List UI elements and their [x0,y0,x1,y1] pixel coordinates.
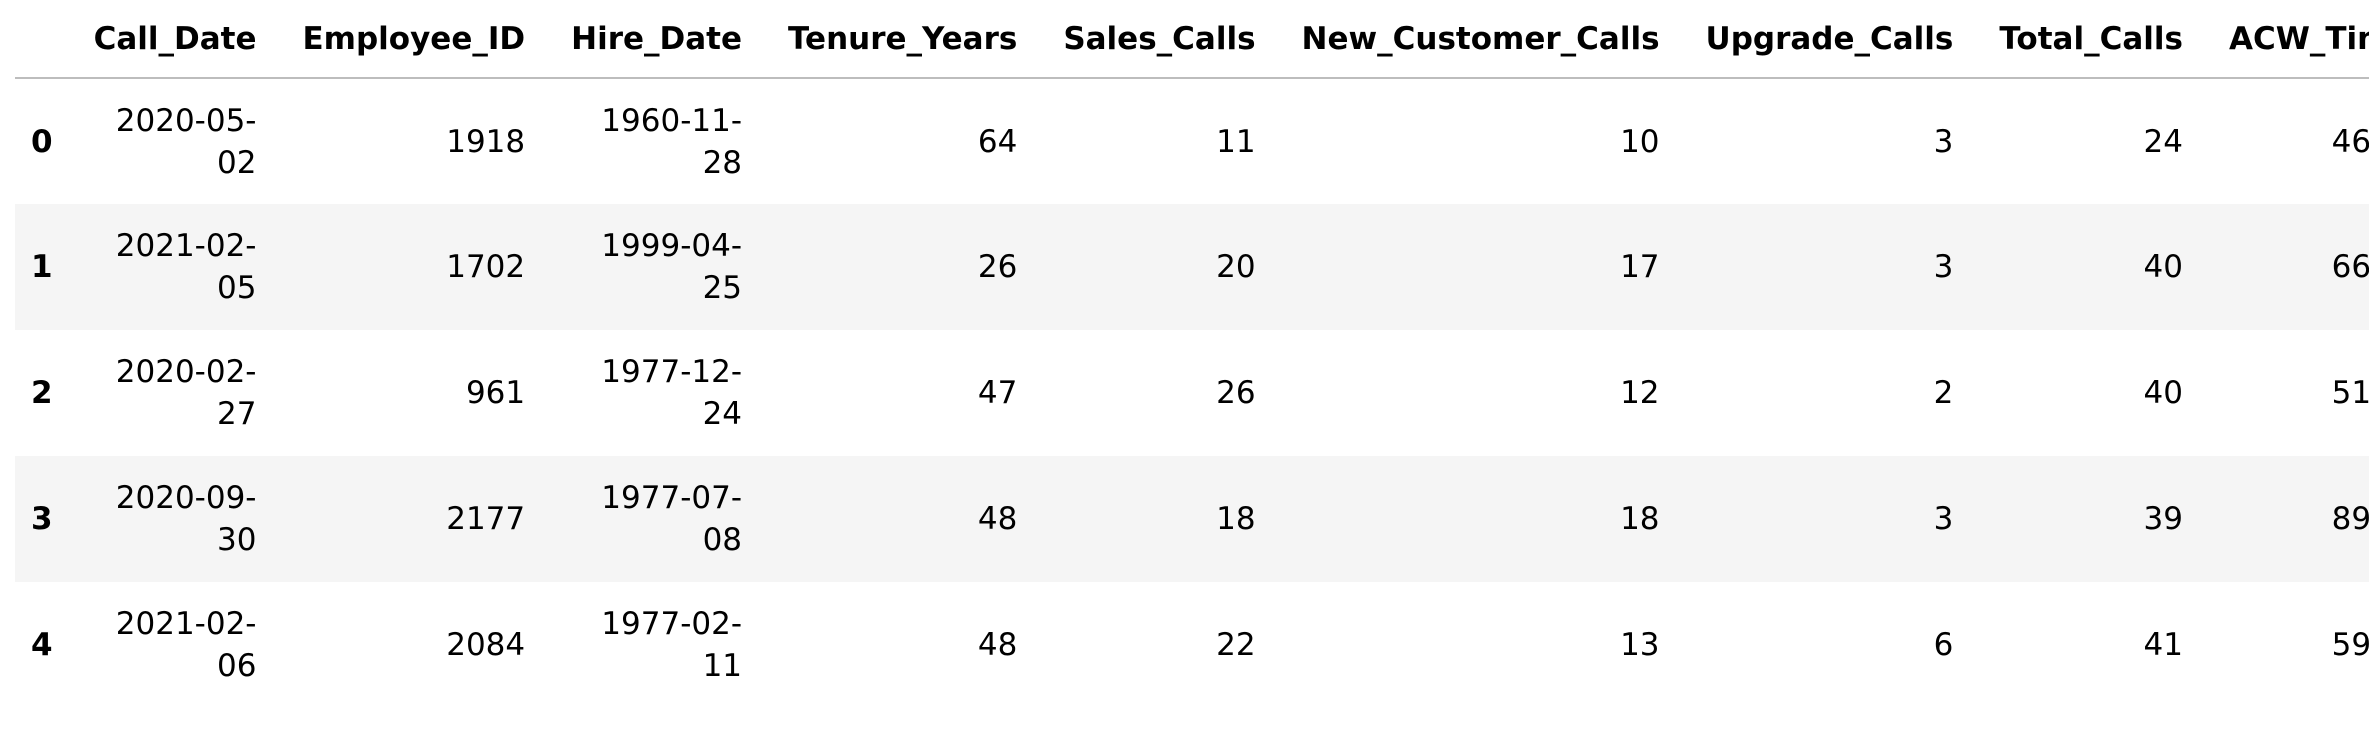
column-header-hire-date: Hire_Date [548,0,766,79]
column-header-employee-id: Employee_ID [279,0,549,79]
hire-date-cell: 1960-11- 28 [548,78,765,204]
tenure-years-cell: 48 [977,627,1018,663]
table-row: 4 2021-02- 06 2084 1977-02- 11 48 22 13 6 … [15,582,2369,708]
row-index: 2 [31,375,53,411]
call-date-cell: 2021-02- 06 [71,582,280,708]
table-body: 0 2020-05- 02 1918 1960-11- 28 64 11 10 3 … [15,78,2369,708]
new-customer-calls-cell: 18 [1620,501,1660,537]
sales-calls-cell: 11 [1216,123,1256,160]
column-header-acw-time: ACW_Time [2205,0,2369,79]
column-header-new-customer-calls: New_Customer_Calls [1278,0,1683,79]
hire-date-part: 08 [702,522,743,558]
tenure-years-cell: 48 [977,501,1018,537]
employee-id-cell: 2177 [446,501,526,537]
row-index: 1 [31,249,53,285]
hire-date-cell: 1977-07- 08 [548,456,765,582]
column-header-call-date: Call_Date [70,0,280,79]
dataframe-container: Call_Date Employee_ID Hire_Date Tenure_Y… [15,0,2369,708]
total-calls-cell: 39 [2143,501,2183,537]
employee-id-cell: 961 [465,375,526,411]
hire-date-part: 24 [702,396,743,432]
call-date-cell: 2020-02- 27 [71,330,280,456]
call-date-part: 30 [217,522,257,558]
tenure-years-cell: 47 [977,375,1018,411]
upgrade-calls-cell: 6 [1933,627,1954,663]
employee-id-cell: 1918 [446,123,526,160]
tenure-years-cell: 26 [977,249,1018,285]
upgrade-calls-cell: 3 [1933,501,1954,537]
column-header-total-calls: Total_Calls [1976,0,2206,79]
acw-time-cell: 8956 [2331,501,2369,537]
total-calls-cell: 41 [2143,627,2183,663]
table-header: Call_Date Employee_ID Hire_Date Tenure_Y… [15,0,2369,79]
hire-date-part: 28 [702,144,743,181]
call-date-part: 06 [217,648,257,684]
hire-date-part: 1999-04- [601,228,743,264]
call-date-cell: 2020-05- 02 [71,78,280,204]
acw-time-cell: 4668 [2331,123,2369,160]
hire-date-part: 11 [702,648,743,684]
hire-date-part: 1977-12- [601,354,743,390]
row-index: 0 [31,123,53,160]
call-date-part: 2021-02- [115,606,257,642]
acw-time-cell: 5178 [2331,375,2369,411]
call-date-part: 2021-02- [115,228,257,264]
call-date-part: 2020-02- [115,354,257,390]
index-column-header [15,0,71,79]
sales-calls-cell: 18 [1216,501,1256,537]
hire-date-part: 1960-11- [601,102,743,139]
total-calls-cell: 40 [2143,249,2183,285]
call-date-cell: 2020-09- 30 [71,456,280,582]
hire-date-cell: 1977-02- 11 [548,582,765,708]
sales-calls-cell: 26 [1216,375,1256,411]
table-row: 1 2021-02- 05 1702 1999-04- 25 26 20 17 3 … [15,204,2369,330]
table-row: 0 2020-05- 02 1918 1960-11- 28 64 11 10 3 … [15,78,2369,204]
upgrade-calls-cell: 3 [1933,123,1954,160]
tenure-years-cell: 64 [977,123,1018,160]
hire-date-cell: 1999-04- 25 [548,204,765,330]
header-row: Call_Date Employee_ID Hire_Date Tenure_Y… [15,0,2369,79]
call-date-part: 27 [217,396,257,432]
new-customer-calls-cell: 13 [1620,627,1660,663]
upgrade-calls-cell: 3 [1933,249,1954,285]
new-customer-calls-cell: 10 [1620,123,1660,160]
call-date-part: 05 [217,270,257,306]
sales-calls-cell: 22 [1216,627,1256,663]
call-date-part: 2020-05- [115,102,257,139]
table-row: 2 2020-02- 27 961 1977-12- 24 47 26 12 2 4… [15,330,2369,456]
employee-id-cell: 1702 [446,249,526,285]
call-date-part: 2020-09- [115,480,257,516]
hire-date-part: 25 [702,270,743,306]
column-header-sales-calls: Sales_Calls [1040,0,1279,79]
call-date-cell: 2021-02- 05 [71,204,280,330]
hire-date-part: 1977-02- [601,606,743,642]
call-date-part: 02 [217,144,257,181]
sales-calls-cell: 20 [1216,249,1256,285]
upgrade-calls-cell: 2 [1933,375,1954,411]
acw-time-cell: 5971 [2331,627,2369,663]
new-customer-calls-cell: 17 [1620,249,1660,285]
row-index: 3 [31,501,53,537]
total-calls-cell: 40 [2143,375,2183,411]
column-header-tenure-years: Tenure_Years [765,0,1041,79]
dataframe-table: Call_Date Employee_ID Hire_Date Tenure_Y… [15,0,2369,708]
new-customer-calls-cell: 12 [1620,375,1660,411]
hire-date-part: 1977-07- [601,480,743,516]
total-calls-cell: 24 [2143,123,2183,160]
employee-id-cell: 2084 [446,627,526,663]
table-row: 3 2020-09- 30 2177 1977-07- 08 48 18 18 3 … [15,456,2369,582]
column-header-upgrade-calls: Upgrade_Calls [1682,0,1977,79]
row-index: 4 [31,627,53,663]
acw-time-cell: 6691 [2331,249,2369,285]
hire-date-cell: 1977-12- 24 [548,330,765,456]
